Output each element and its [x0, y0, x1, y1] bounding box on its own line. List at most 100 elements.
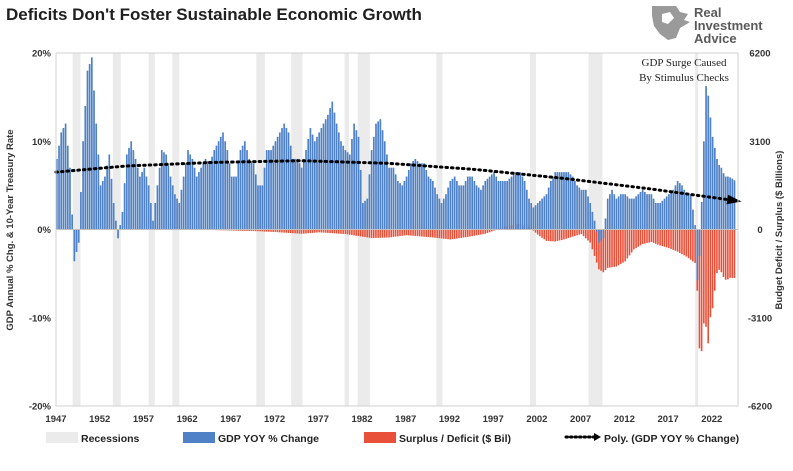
gdp-bar: [383, 141, 386, 230]
gdp-bar: [252, 163, 255, 230]
gdp-bar: [628, 198, 631, 230]
right-tick-label: 0: [757, 225, 762, 236]
gdp-bar: [134, 158, 137, 230]
deficit-bar: [381, 229, 384, 238]
gdp-bar: [606, 198, 609, 230]
deficit-bar: [329, 229, 331, 234]
gdp-bar: [311, 134, 314, 230]
gdp-bar: [71, 214, 74, 230]
gdp-bar: [458, 185, 460, 230]
gdp-bar: [550, 180, 552, 230]
gdp-bar: [609, 194, 611, 230]
right-tick-label: 3100: [749, 137, 770, 148]
gdp-bar: [622, 194, 624, 230]
gdp-bar: [355, 130, 358, 230]
gdp-bar: [82, 141, 84, 230]
deficit-bar: [257, 229, 259, 232]
gdp-bar: [523, 180, 526, 230]
deficit-bar: [313, 229, 316, 233]
deficit-bar: [438, 229, 441, 239]
gdp-bar: [346, 152, 349, 230]
gdp-bar: [410, 163, 412, 230]
gdp-bar: [303, 158, 305, 230]
gdp-bar: [416, 161, 419, 230]
deficit-bar: [357, 229, 360, 237]
gdp-bar: [184, 163, 187, 230]
x-tick-label: 2022: [701, 414, 722, 425]
gdp-bar: [475, 185, 478, 230]
gdp-bar: [388, 167, 390, 230]
gdp-bar: [644, 191, 646, 230]
deficit-bar: [595, 229, 598, 263]
gdp-bar: [665, 196, 668, 230]
deficit-bar: [593, 229, 596, 256]
legend-label-deficit: Surplus / Deficit ($ Bil): [399, 433, 511, 445]
gdp-bar: [541, 198, 543, 230]
deficit-bar: [720, 229, 723, 273]
gdp-bar: [495, 176, 498, 230]
gdp-bar: [257, 185, 259, 230]
gdp-bar: [246, 150, 248, 230]
gdp-bar: [224, 141, 227, 230]
gdp-bar: [108, 154, 111, 230]
gdp-bar: [268, 150, 270, 230]
deficit-bar: [401, 229, 403, 236]
gdp-bar: [650, 194, 653, 230]
gdp-bar: [676, 180, 679, 230]
right-tick-label: 6200: [749, 49, 770, 60]
deficit-bar: [580, 229, 583, 235]
deficit-bar: [460, 229, 462, 238]
gdp-bar: [429, 178, 432, 230]
gdp-bar: [329, 108, 331, 230]
gdp-bar: [390, 167, 393, 230]
deficit-bar: [250, 229, 253, 232]
deficit-bar: [388, 229, 390, 238]
gdp-bar: [711, 136, 714, 230]
deficit-bar: [558, 229, 561, 241]
deficit-bar: [364, 229, 366, 238]
x-tick-label: 2017: [657, 414, 678, 425]
deficit-bar: [254, 229, 257, 232]
deficit-bar: [488, 229, 491, 233]
gdp-bar: [589, 203, 592, 230]
deficit-bar: [598, 229, 600, 270]
deficit-bar: [637, 229, 640, 247]
deficit-bar: [394, 229, 397, 237]
legend-trend-arrow-icon: [594, 433, 601, 441]
gdp-bar: [158, 167, 161, 230]
gdp-bar: [731, 178, 734, 230]
deficit-bar: [705, 229, 707, 327]
gdp-bar: [469, 176, 471, 230]
deficit-bar: [397, 229, 399, 237]
deficit-bar: [425, 229, 428, 237]
gdp-bar: [222, 132, 224, 230]
gdp-bar: [112, 203, 115, 230]
deficit-bar: [567, 229, 570, 239]
deficit-bar: [641, 229, 644, 245]
deficit-bar: [421, 229, 423, 237]
gdp-bar: [56, 158, 58, 230]
gdp-bar: [545, 194, 548, 230]
gdp-bar: [510, 176, 513, 230]
deficit-bar: [453, 229, 456, 239]
legend-label-recessions: Recessions: [81, 433, 140, 445]
deficit-bar: [418, 229, 421, 237]
gdp-bar: [228, 163, 231, 230]
gdp-bar: [521, 176, 524, 230]
deficit-bar: [587, 229, 589, 241]
deficit-bar: [261, 229, 264, 232]
deficit-bar: [458, 229, 460, 239]
deficit-bar: [687, 229, 690, 259]
gdp-bar: [80, 191, 82, 230]
deficit-bar: [622, 229, 624, 263]
gdp-bar: [401, 185, 404, 230]
gdp-bar: [471, 176, 474, 230]
gdp-bar: [64, 123, 67, 230]
deficit-bar: [477, 229, 480, 235]
gdp-bar: [219, 136, 222, 230]
x-tick-label: 1962: [177, 414, 198, 425]
gdp-bar: [654, 203, 657, 230]
deficit-bar: [600, 229, 602, 271]
gdp-bar: [611, 189, 613, 230]
